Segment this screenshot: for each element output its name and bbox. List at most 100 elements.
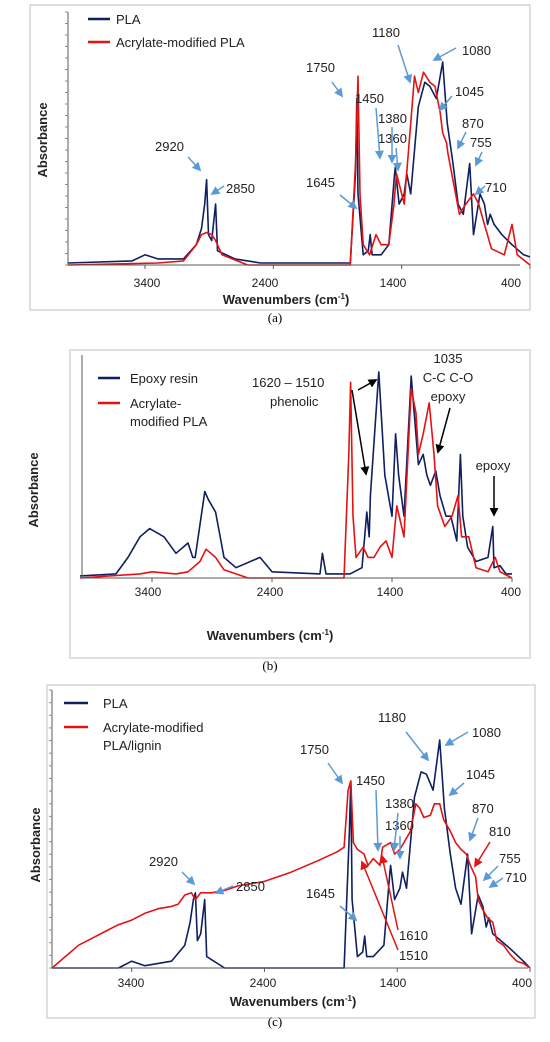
- legend-acrylate-b-label-2: modified PLA: [130, 414, 208, 429]
- panel-b-frame: [69, 349, 531, 659]
- annot-c-1510: 1510: [399, 948, 428, 963]
- panel-c-caption: (c): [268, 1014, 282, 1029]
- arrow-c-1645: [339, 905, 358, 922]
- panel-b-series-acrylate-modified-pla: [79, 381, 513, 579]
- panel-c-arrows: [181, 731, 504, 951]
- panel-b-caption: (b): [262, 658, 277, 673]
- annot-1645: 1645: [306, 175, 335, 190]
- arrow-2920: [187, 156, 202, 172]
- panel-b-tick-2400: 2400: [257, 585, 284, 599]
- annot-c-1750: 1750: [300, 742, 329, 757]
- annot-710: 710: [485, 180, 507, 195]
- annot-cc-co: C-C C-O: [423, 370, 474, 385]
- annot-epoxy-2: epoxy: [476, 458, 511, 473]
- arrow-870: [457, 131, 467, 150]
- panel-c-frame: [46, 684, 536, 1019]
- annot-c-810: 810: [489, 824, 511, 839]
- panel-b-tick-400: 400: [501, 585, 521, 599]
- panel-a-tick-400: 400: [501, 276, 521, 290]
- annot-c-1610: 1610: [399, 928, 428, 943]
- arrow-c-2850: [214, 885, 234, 895]
- panel-b-arrows: [351, 379, 499, 517]
- panel-c-tick-400: 400: [512, 976, 532, 990]
- panel-c-series-acrylate-modified-pla-lignin: [51, 780, 531, 969]
- arrow-1360: [392, 147, 402, 172]
- panel-c-tick-2400: 2400: [250, 976, 277, 990]
- arrow-1620-a: [351, 389, 370, 476]
- arrow-1750: [331, 81, 344, 98]
- arrow-1450: [374, 107, 384, 160]
- arrow-c-870: [468, 817, 479, 842]
- annot-c-870: 870: [472, 801, 494, 816]
- arrow-c-1080: [444, 731, 469, 746]
- annot-c-755: 755: [499, 851, 521, 866]
- annot-2920: 2920: [155, 139, 184, 154]
- annot-2850: 2850: [226, 181, 255, 196]
- arrow-c-1750: [327, 762, 344, 785]
- arrow-755: [474, 151, 484, 167]
- arrow-c-2920: [181, 871, 196, 886]
- arrow-c-1510: [360, 860, 399, 951]
- arrow-710: [474, 185, 486, 196]
- panel-c-x-label: Wavenumbers (cm-1): [230, 994, 357, 1009]
- legend-acrylate-label: Acrylate-modified PLA: [116, 35, 245, 50]
- panel-b-series-epoxy-resin: [79, 371, 512, 577]
- panel-a-plot-area: [67, 61, 531, 269]
- legend-pla-c-label: PLA: [103, 696, 128, 711]
- annot-1080: 1080: [462, 43, 491, 58]
- arrow-c-755: [482, 865, 499, 882]
- annot-870: 870: [462, 116, 484, 131]
- panel-a-y-label: Absorbance: [35, 102, 50, 177]
- annot-phenolic: phenolic: [270, 394, 319, 409]
- panel-b: 3400 2400 1400 400 Absorbance Wavenumber…: [26, 349, 531, 673]
- panel-c-y-label: Absorbance: [28, 807, 43, 882]
- panel-a-y-ticks: [65, 11, 68, 266]
- legend-lignin-label-2: PLA/lignin: [103, 738, 162, 753]
- panel-b-x-label: Wavenumbers (cm-1): [207, 628, 334, 643]
- panel-b-y-label: Absorbance: [26, 452, 41, 527]
- panel-c-tick-1400: 1400: [380, 976, 407, 990]
- legend-pla-label: PLA: [116, 12, 141, 27]
- panel-c-legend: PLA Acrylate-modified PLA/lignin: [64, 696, 203, 753]
- annot-1380: 1380: [378, 111, 407, 126]
- annot-755: 755: [470, 135, 492, 150]
- panel-c-plot-area: [51, 739, 531, 972]
- annot-1035: 1035: [434, 351, 463, 366]
- panel-a-caption: (a): [268, 310, 282, 325]
- annot-c-2920: 2920: [149, 854, 178, 869]
- arrow-c-1380: [390, 812, 400, 852]
- legend-acrylate-b-label-1: Acrylate-: [130, 396, 181, 411]
- panel-c-annotations: 2920 2850 1750 1645 1450 1380 1360 1180 …: [149, 710, 527, 963]
- panel-a-annotations: 2920 2850 1750 1645 1450 1380 1360 1180 …: [155, 25, 507, 196]
- annot-c-2850: 2850: [236, 879, 265, 894]
- annot-c-1045: 1045: [466, 767, 495, 782]
- panel-a-tick-2400: 2400: [252, 276, 279, 290]
- panel-b-plot-area: [79, 371, 513, 582]
- arrow-c-1450: [373, 789, 383, 852]
- arrow-1080: [432, 47, 457, 61]
- panel-a-frame: [29, 4, 531, 311]
- panel-c: 3400 2400 1400 400 Wavenumbers (cm-1) (c…: [28, 684, 536, 1029]
- annot-c-1080: 1080: [472, 725, 501, 740]
- annot-c-1450: 1450: [356, 773, 385, 788]
- legend-lignin-label-1: Acrylate-modified: [103, 720, 203, 735]
- arrow-1180: [397, 44, 413, 84]
- panel-a-arrows: [187, 44, 486, 210]
- annot-1620-1510: 1620 – 1510: [252, 375, 324, 390]
- panel-a-x-label: Wavenumbers (cm-1): [223, 292, 350, 307]
- arrow-c-810: [474, 841, 491, 868]
- annot-1750: 1750: [306, 60, 335, 75]
- annot-1450: 1450: [355, 91, 384, 106]
- panel-a-legend: PLA Acrylate-modified PLA: [88, 12, 245, 50]
- arrow-c-1045: [448, 782, 465, 797]
- arrow-1035: [435, 407, 451, 454]
- panel-b-tick-1400: 1400: [377, 585, 404, 599]
- panel-a-tick-3400: 3400: [134, 276, 161, 290]
- annot-c-710: 710: [505, 870, 527, 885]
- arrow-2850: [210, 185, 225, 195]
- panel-a-tick-1400: 1400: [380, 276, 407, 290]
- arrow-1620-b: [357, 379, 378, 391]
- panel-a-series-acrylate-modified-pla: [67, 71, 531, 266]
- arrow-1045: [438, 95, 453, 112]
